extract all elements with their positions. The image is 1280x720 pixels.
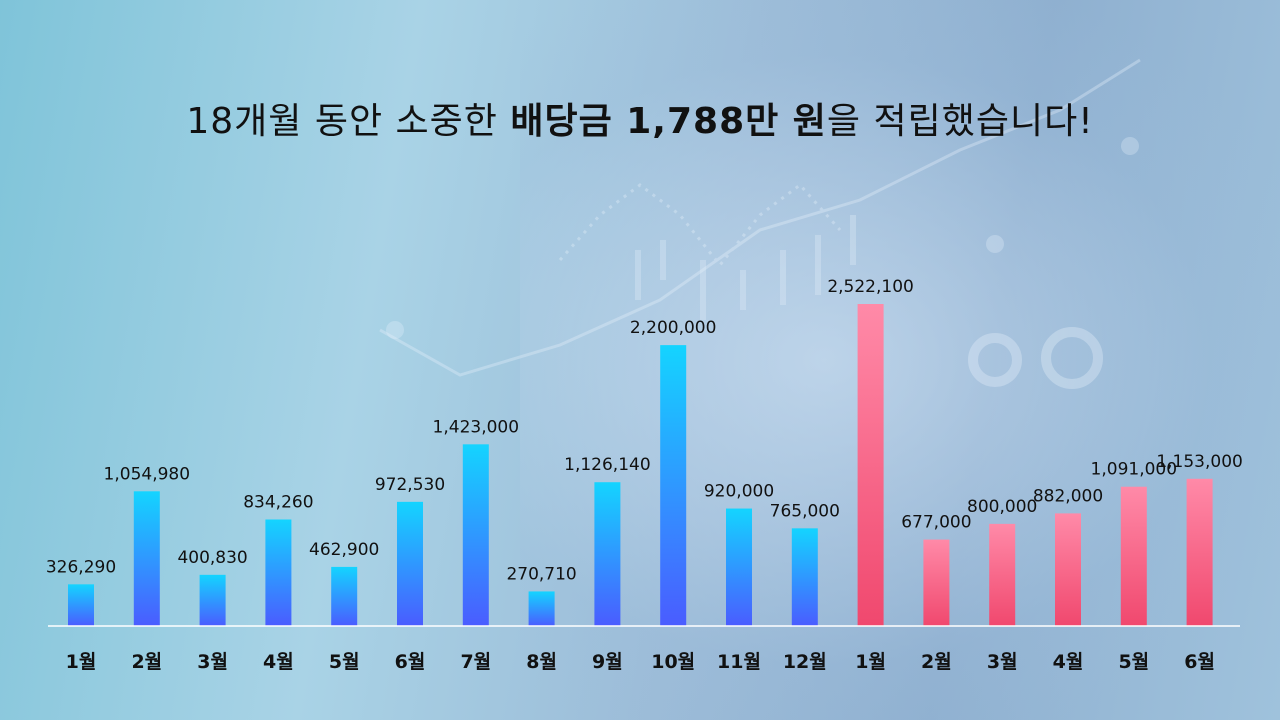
value-label-9: 1,126,140 bbox=[564, 455, 651, 475]
category-label-6: 6월 bbox=[395, 651, 426, 673]
value-label-17: 1,091,000 bbox=[1091, 460, 1178, 480]
category-label-11: 11월 bbox=[717, 651, 761, 673]
bar-17 bbox=[1120, 486, 1147, 626]
bar-15 bbox=[989, 523, 1016, 626]
value-label-18: 1,153,000 bbox=[1156, 452, 1243, 472]
bar-5 bbox=[331, 566, 358, 626]
bar-9 bbox=[594, 482, 621, 626]
bar-2 bbox=[133, 491, 160, 626]
bar-1 bbox=[68, 584, 94, 626]
bar-18 bbox=[1186, 478, 1213, 626]
bar-13 bbox=[857, 304, 884, 626]
bar-4 bbox=[265, 519, 292, 626]
value-label-11: 920,000 bbox=[704, 482, 774, 502]
category-label-3: 3월 bbox=[197, 651, 228, 673]
category-label-5: 5월 bbox=[329, 651, 360, 673]
category-label-9: 9월 bbox=[592, 651, 623, 673]
bar-8 bbox=[528, 591, 555, 626]
value-label-10: 2,200,000 bbox=[630, 318, 717, 338]
title-prefix: 18개월 동안 소중한 bbox=[186, 101, 511, 142]
bar-14 bbox=[923, 539, 950, 626]
value-label-1: 326,290 bbox=[46, 557, 116, 577]
value-label-12: 765,000 bbox=[770, 501, 840, 521]
value-label-2: 1,054,980 bbox=[104, 464, 191, 484]
category-label-1: 1월 bbox=[66, 651, 97, 673]
bar-10 bbox=[660, 345, 687, 626]
category-label-18: 6월 bbox=[1184, 651, 1215, 673]
page-title: 18개월 동안 소중한 배당금 1,788만 원을 적립했습니다! bbox=[0, 92, 1280, 144]
value-label-14: 677,000 bbox=[901, 513, 971, 533]
value-label-6: 972,530 bbox=[375, 475, 445, 495]
value-label-16: 882,000 bbox=[1033, 486, 1103, 506]
category-label-16: 4월 bbox=[1053, 651, 1084, 673]
category-label-2: 2월 bbox=[131, 651, 162, 673]
value-label-13: 2,522,100 bbox=[827, 277, 914, 297]
value-label-3: 400,830 bbox=[177, 548, 247, 568]
category-label-10: 10월 bbox=[651, 651, 695, 673]
bar-12 bbox=[791, 528, 818, 626]
bar-6 bbox=[397, 501, 423, 626]
category-label-13: 1월 bbox=[855, 651, 886, 673]
category-label-14: 2월 bbox=[921, 651, 952, 673]
title-highlight: 배당금 1,788만 원 bbox=[510, 101, 827, 142]
category-label-15: 3월 bbox=[987, 651, 1018, 673]
category-label-8: 8월 bbox=[526, 651, 557, 673]
background-glow bbox=[520, 0, 1280, 720]
value-label-8: 270,710 bbox=[506, 564, 576, 584]
bar-11 bbox=[726, 508, 752, 626]
value-label-4: 834,260 bbox=[243, 492, 313, 512]
category-label-12: 12월 bbox=[783, 651, 827, 673]
bar-3 bbox=[199, 574, 226, 626]
value-label-5: 462,900 bbox=[309, 540, 379, 560]
category-label-17: 5월 bbox=[1118, 651, 1149, 673]
category-label-7: 7월 bbox=[460, 651, 491, 673]
value-label-7: 1,423,000 bbox=[433, 417, 520, 437]
bar-16 bbox=[1055, 513, 1081, 626]
title-suffix: 을 적립했습니다! bbox=[826, 101, 1094, 142]
bar-7 bbox=[462, 444, 489, 626]
category-label-4: 4월 bbox=[263, 651, 294, 673]
value-label-15: 800,000 bbox=[967, 497, 1037, 517]
